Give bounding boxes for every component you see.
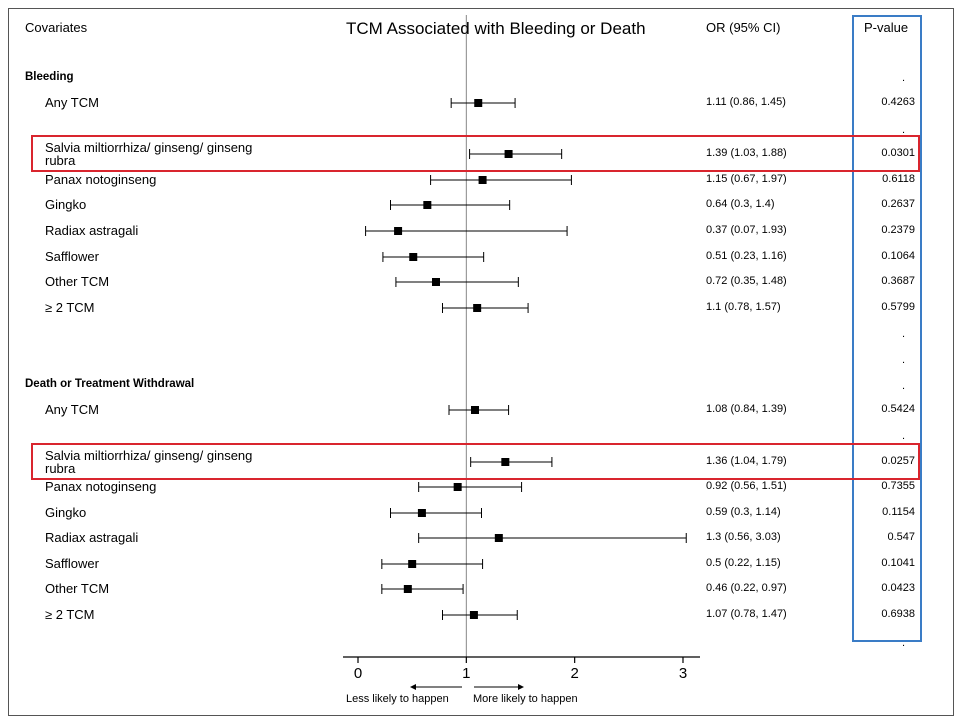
point-estimate <box>409 253 418 261</box>
p-value: 0.4263 <box>881 96 915 108</box>
or-ci-value: 1.1 (0.78, 1.57) <box>706 301 781 313</box>
row-label: ≥ 2 TCM <box>45 300 95 315</box>
pvalue-dot: . <box>901 354 905 366</box>
point-estimate <box>494 534 503 542</box>
or-ci-value: 0.92 (0.56, 1.51) <box>706 480 787 492</box>
or-ci-value: 1.39 (1.03, 1.88) <box>706 147 787 159</box>
pvalue-dot: . <box>901 380 905 392</box>
point-estimate <box>431 278 440 286</box>
row-label: Other TCM <box>45 581 110 596</box>
or-ci-value: 0.46 (0.22, 0.97) <box>706 582 787 594</box>
or-ci-value: 0.5 (0.22, 1.15) <box>706 557 781 569</box>
row-label: Panax notoginseng <box>45 172 157 187</box>
or-ci-value: 1.07 (0.78, 1.47) <box>706 608 787 620</box>
or-ci-header: OR (95% CI) <box>706 20 781 35</box>
row-label: Safflower <box>45 249 99 264</box>
section-label: Death or Treatment Withdrawal <box>25 378 195 390</box>
point-estimate <box>408 560 417 568</box>
p-value: 0.1064 <box>881 250 915 262</box>
point-estimate <box>473 304 482 312</box>
point-estimate <box>470 406 479 414</box>
or-ci-value: 0.37 (0.07, 1.93) <box>706 224 787 236</box>
x-tick-label: 2 <box>570 665 579 682</box>
p-value: 0.0257 <box>881 455 915 467</box>
or-ci-value: 0.64 (0.3, 1.4) <box>706 198 775 210</box>
pvalue-dot: . <box>901 124 905 136</box>
row-label: Panax notoginseng <box>45 479 157 494</box>
pvalue-dot: . <box>901 328 905 340</box>
row-label: Any TCM <box>45 402 99 417</box>
p-value: 0.2379 <box>881 224 915 236</box>
row-label-continued: rubra <box>45 153 76 168</box>
p-value: 0.7355 <box>881 480 915 492</box>
row-label: Radiax astragali <box>45 223 139 238</box>
point-estimate <box>469 611 478 619</box>
highlight-row-box <box>31 443 920 480</box>
or-ci-value: 0.72 (0.35, 1.48) <box>706 275 787 287</box>
point-estimate <box>423 201 432 209</box>
point-estimate <box>453 483 462 491</box>
direction-left-arrowhead <box>410 684 416 690</box>
point-estimate <box>504 150 513 158</box>
or-ci-value: 1.11 (0.86, 1.45) <box>706 96 786 108</box>
chart-title: TCM Associated with Bleeding or Death <box>346 19 646 38</box>
p-value: 0.1041 <box>881 557 915 569</box>
row-label: Radiax astragali <box>45 530 139 545</box>
point-estimate <box>478 176 487 184</box>
p-value: 0.3687 <box>881 275 915 287</box>
row-label: Safflower <box>45 556 99 571</box>
direction-left-label: Less likely to happen <box>346 693 449 705</box>
point-estimate <box>417 509 426 517</box>
pvalue-column-highlight <box>852 15 922 642</box>
p-value: 0.1154 <box>882 506 915 518</box>
pvalue-dot: . <box>901 72 905 84</box>
p-value: 0.0301 <box>881 147 915 159</box>
or-ci-value: 1.36 (1.04, 1.79) <box>706 455 787 467</box>
direction-right-label: More likely to happen <box>473 693 578 705</box>
or-ci-value: 1.08 (0.84, 1.39) <box>706 403 787 415</box>
or-ci-value: 1.3 (0.56, 3.03) <box>706 531 781 543</box>
pvalue-dot: . <box>901 637 905 649</box>
direction-right-arrowhead <box>518 684 524 690</box>
p-value: 0.6938 <box>881 608 915 620</box>
pvalue-dot: . <box>901 430 905 442</box>
covariates-header: Covariates <box>25 20 88 35</box>
or-ci-value: 0.59 (0.3, 1.14) <box>706 506 781 518</box>
p-value: 0.547 <box>887 531 915 543</box>
highlight-row-box <box>31 135 920 172</box>
point-estimate <box>501 458 510 466</box>
row-label: Gingko <box>45 505 87 520</box>
x-tick-label: 1 <box>462 665 471 682</box>
p-value: 0.5799 <box>881 301 915 313</box>
or-ci-value: 0.51 (0.23, 1.16) <box>706 250 787 262</box>
point-estimate <box>474 99 483 107</box>
p-value: 0.2637 <box>881 198 915 210</box>
figure-frame <box>8 8 954 716</box>
x-tick-label: 0 <box>353 665 363 682</box>
x-tick-label: 3 <box>678 665 688 682</box>
point-estimate <box>394 227 403 235</box>
row-label: ≥ 2 TCM <box>45 607 95 622</box>
row-label: Gingko <box>45 197 87 212</box>
p-value: 0.0423 <box>881 582 915 594</box>
row-label: Salvia miltiorrhiza/ ginseng/ ginseng <box>45 140 253 155</box>
p-value: 0.5424 <box>881 403 915 415</box>
row-label: Other TCM <box>45 274 110 289</box>
section-label: Bleeding <box>25 71 74 83</box>
pvalue-header: P-value <box>864 20 909 35</box>
or-ci-value: 1.15 (0.67, 1.97) <box>706 173 787 185</box>
point-estimate <box>403 585 412 593</box>
p-value: 0.6118 <box>882 173 915 185</box>
row-label: Salvia miltiorrhiza/ ginseng/ ginseng <box>45 448 253 463</box>
row-label-continued: rubra <box>45 461 76 476</box>
row-label: Any TCM <box>45 95 99 110</box>
